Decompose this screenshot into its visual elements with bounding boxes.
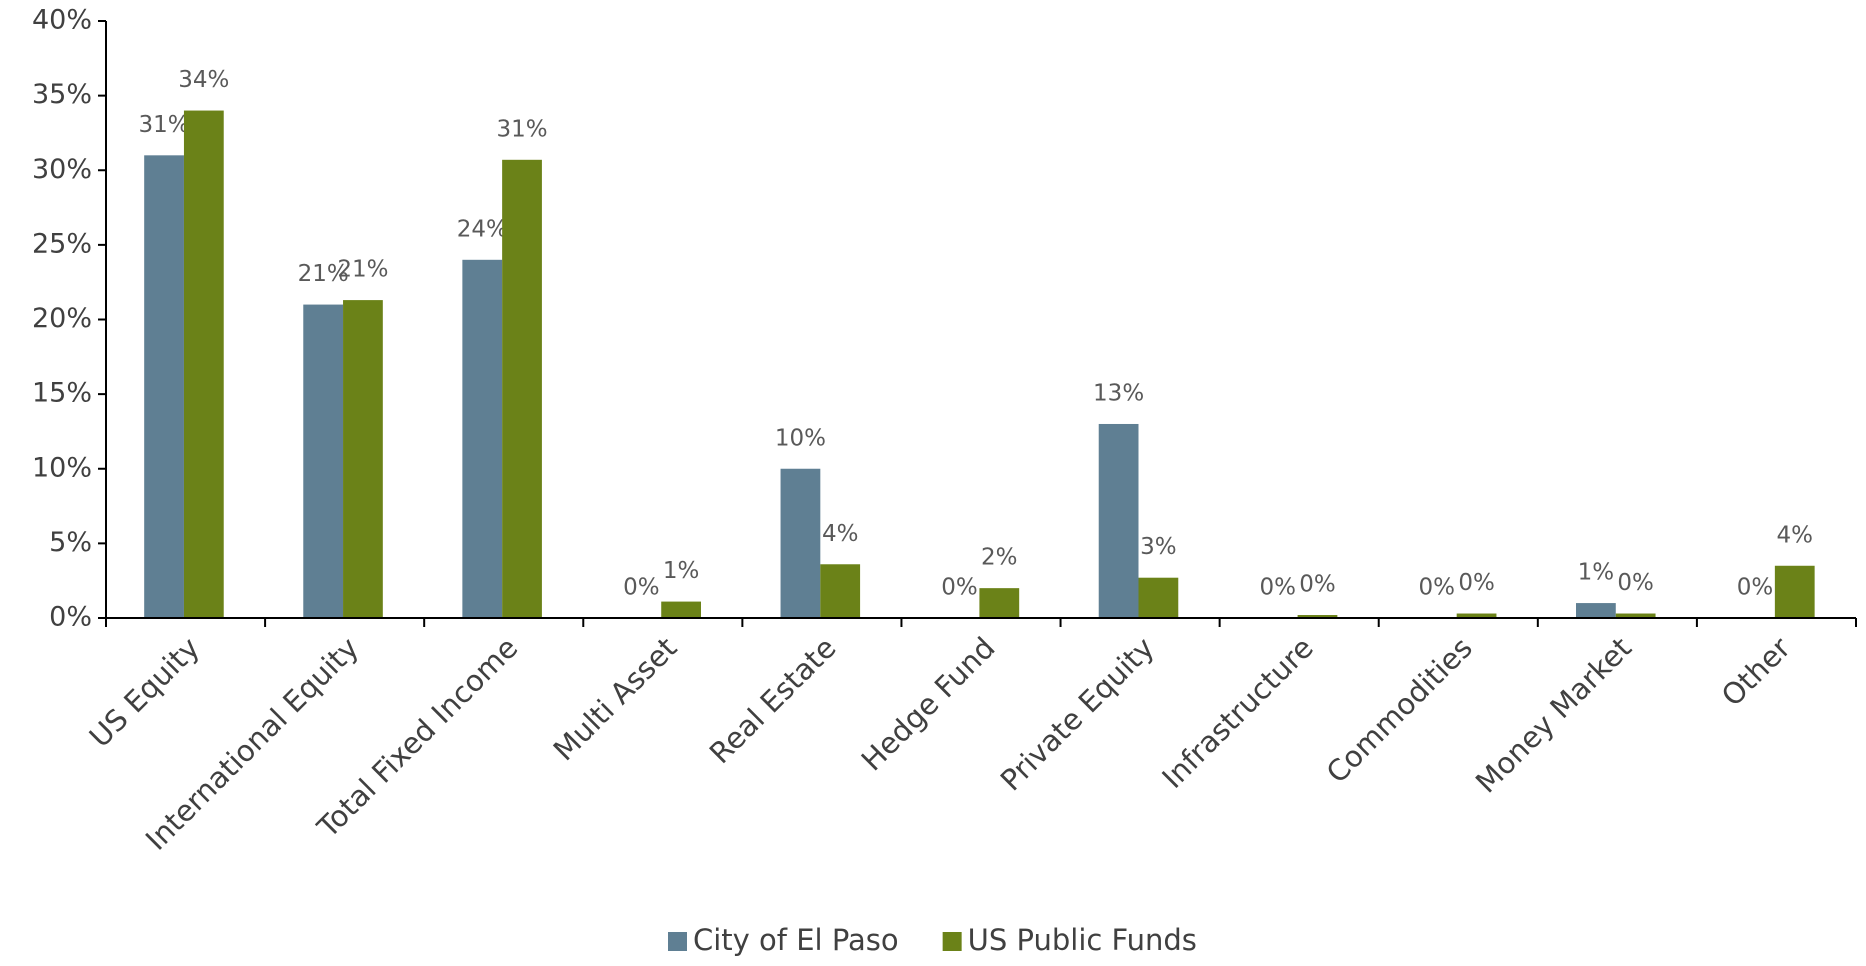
bar [780,468,821,618]
value-label: 3% [1140,534,1177,560]
value-label: 31% [139,112,190,138]
bar [303,304,344,618]
value-label: 0% [1458,570,1495,596]
bar [183,110,224,619]
legend-label: City of El Paso [693,923,899,957]
y-tick-label: 5% [49,527,92,558]
x-tick-label: Hedge Fund [855,631,1002,778]
bar [1774,565,1815,618]
x-tick-label: Commodities [1320,631,1479,790]
value-label: 4% [822,521,859,547]
value-label: 0% [1259,575,1296,601]
x-tick-label: Private Equity [994,631,1161,798]
value-label: 0% [941,575,978,601]
value-label: 2% [981,545,1018,571]
value-label: 21% [298,261,349,287]
bar [1098,423,1139,618]
bar [144,155,184,618]
bar [462,259,503,618]
bar [343,300,383,618]
legend-swatch [942,932,962,951]
value-label: 0% [1617,570,1654,596]
y-tick-label: 0% [49,602,92,633]
bar [502,159,542,619]
legend-label: US Public Funds [968,923,1197,957]
x-tick-label: Money Market [1469,631,1638,800]
bar [1576,603,1616,618]
value-label: 0% [623,575,660,601]
value-label: 10% [775,425,826,451]
value-label: 4% [1777,522,1814,548]
legend-swatch [668,932,687,951]
bar [820,564,861,618]
bar [661,601,701,618]
y-tick-label: 30% [32,154,92,185]
value-label: 1% [663,558,700,584]
y-tick-label: 15% [32,378,92,409]
bar [1456,613,1497,618]
bar [1138,577,1179,618]
y-tick-label: 10% [32,452,92,483]
x-tick-label: Infrastructure [1155,631,1319,795]
value-label: 24% [457,216,508,242]
y-tick-label: 40% [32,5,92,36]
value-label: 21% [337,257,388,283]
y-tick-label: 25% [32,228,92,259]
y-tick-label: 35% [32,79,92,110]
x-tick-label: Other [1715,631,1797,713]
y-tick-label: 20% [32,303,92,334]
value-label: 0% [1419,575,1456,601]
bar [979,588,1020,618]
value-label: 13% [1093,380,1144,406]
value-label: 34% [178,67,229,93]
bar [1297,615,1338,618]
value-label: 1% [1578,560,1615,586]
x-tick-label: Multi Asset [547,631,684,768]
value-label: 31% [496,116,547,142]
value-label: 0% [1737,575,1774,601]
x-tick-label: US Equity [83,631,206,754]
value-label: 0% [1299,572,1336,598]
bar [1615,613,1656,618]
x-tick-label: Real Estate [703,631,843,771]
